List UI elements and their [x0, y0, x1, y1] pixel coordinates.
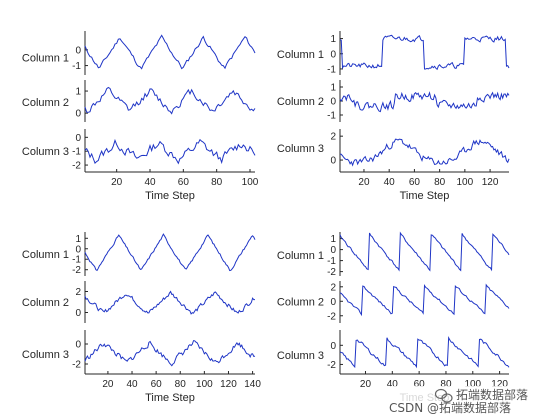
row-label: Column 2	[277, 96, 324, 108]
series-line	[84, 233, 256, 272]
y-tick-label: -2	[327, 267, 336, 278]
y-tick-label: 2	[330, 282, 336, 293]
x-tick-label: 60	[409, 177, 421, 188]
y-tick-label: 0	[330, 49, 336, 60]
x-tick-label: 80	[211, 177, 223, 188]
series-line	[84, 290, 255, 315]
x-axis-label: Time Step	[145, 392, 195, 404]
x-tick-label: 120	[491, 379, 508, 390]
series-line	[339, 335, 510, 369]
series-line	[339, 91, 510, 113]
y-tick-label: 2	[75, 287, 81, 298]
series-line	[339, 283, 510, 317]
y-tick-label: -2	[72, 360, 81, 371]
watermark-text: CSDN @拓端数据部落	[389, 400, 511, 415]
x-tick-label: 40	[384, 177, 396, 188]
x-tick-label: 100	[457, 177, 474, 188]
series-line	[339, 34, 510, 71]
row-label: Column 3	[277, 350, 324, 362]
row-label: Column 1	[277, 49, 324, 61]
row-label: Column 3	[22, 349, 69, 361]
y-tick-label: 0	[330, 297, 336, 308]
y-tick-label: -1	[72, 255, 81, 266]
row-label: Column 2	[277, 296, 324, 308]
y-tick-label: 0	[75, 244, 81, 255]
y-tick-label: 0	[330, 156, 336, 167]
y-tick-label: 1	[330, 234, 336, 245]
y-tick-label: 2	[330, 132, 336, 143]
x-tick-label: 40	[144, 177, 156, 188]
x-tick-label: 60	[178, 177, 190, 188]
y-tick-label: 0	[75, 340, 81, 351]
x-tick-label: 100	[196, 379, 213, 390]
row-label: Column 3	[277, 143, 324, 155]
x-tick-label: 120	[220, 379, 237, 390]
x-axis-label: Time Step	[400, 190, 450, 202]
x-tick-label: 140	[244, 379, 261, 390]
y-tick-label: -2	[72, 265, 81, 276]
y-tick-label: -1	[72, 61, 81, 72]
x-tick-label: 40	[387, 379, 399, 390]
row-label: Column 1	[277, 250, 324, 262]
y-tick-label: 0	[75, 109, 81, 120]
x-tick-label: 20	[111, 177, 123, 188]
y-tick-label: 1	[330, 83, 336, 94]
x-tick-label: 20	[360, 379, 372, 390]
x-tick-label: 80	[434, 177, 446, 188]
y-tick-label: -1	[327, 111, 336, 122]
y-tick-label: -1	[327, 64, 336, 75]
y-tick-label: 0	[75, 308, 81, 319]
row-label: Column 3	[22, 146, 69, 158]
x-tick-label: 60	[414, 379, 426, 390]
y-tick-label: 0	[330, 97, 336, 108]
series-line	[339, 231, 510, 272]
y-tick-label: -1	[72, 147, 81, 158]
x-tick-label: 120	[482, 177, 499, 188]
row-label: Column 2	[22, 297, 69, 309]
series-line	[339, 138, 510, 167]
series-line	[84, 34, 256, 70]
y-tick-label: 0	[330, 245, 336, 256]
y-tick-label: 1	[75, 234, 81, 245]
x-axis-label: Time Step	[145, 190, 195, 202]
row-label: Column 2	[22, 97, 69, 109]
series-line	[84, 340, 256, 367]
x-tick-label: 60	[151, 379, 163, 390]
y-tick-label: -2	[327, 360, 336, 371]
series-line	[84, 138, 256, 165]
x-tick-label: 20	[358, 177, 370, 188]
watermark-background	[386, 386, 556, 416]
row-label: Column 1	[22, 249, 69, 261]
y-tick-label: -2	[327, 311, 336, 322]
y-tick-label: -2	[72, 161, 81, 172]
x-tick-label: 40	[126, 379, 138, 390]
y-tick-label: 0	[75, 45, 81, 56]
y-tick-label: 1	[75, 87, 81, 98]
watermark-overlay-text: 拓端数据部落	[456, 387, 528, 402]
x-tick-label: 80	[440, 379, 452, 390]
y-tick-label: 0	[75, 133, 81, 144]
y-tick-label: 0	[330, 341, 336, 352]
x-tick-label: 80	[175, 379, 187, 390]
row-label: Column 1	[22, 53, 69, 65]
x-tick-label: 20	[102, 379, 114, 390]
x-tick-label: 100	[464, 379, 481, 390]
series-line	[84, 86, 256, 115]
y-tick-label: -1	[327, 256, 336, 267]
y-tick-label: 1	[330, 34, 336, 45]
x-tick-label: 100	[242, 177, 259, 188]
wechat-icon	[434, 388, 453, 403]
watermark: 拓端数据部落 CSDN @拓端数据部落	[386, 386, 556, 416]
